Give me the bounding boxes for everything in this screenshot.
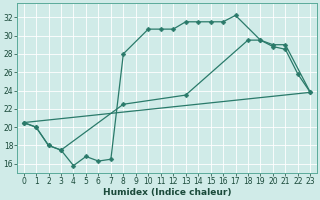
X-axis label: Humidex (Indice chaleur): Humidex (Indice chaleur) — [103, 188, 231, 197]
